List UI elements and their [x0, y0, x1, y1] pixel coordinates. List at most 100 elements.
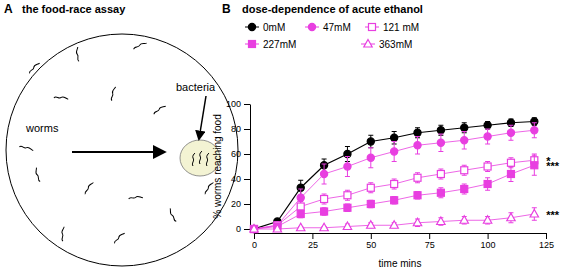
worm	[58, 227, 69, 241]
data-point	[507, 129, 514, 136]
series-line	[254, 122, 534, 230]
x-tick-mark	[312, 233, 313, 239]
error-bar	[485, 178, 490, 191]
worm	[114, 231, 125, 245]
error-bar	[532, 155, 537, 175]
worm	[19, 144, 33, 153]
error-bar	[438, 169, 443, 179]
y-tick: 40	[231, 174, 250, 184]
legend-marker	[364, 40, 372, 48]
y-axis-line	[250, 105, 251, 230]
x-tick: 0	[252, 233, 257, 250]
error-bar	[462, 184, 467, 194]
data-point	[530, 210, 538, 218]
y-tick: 0	[236, 224, 250, 234]
significance: ***	[546, 160, 560, 172]
data-point	[321, 196, 328, 203]
y-tick-label: 60	[231, 149, 241, 159]
worm	[29, 61, 40, 75]
x-tick-mark	[488, 233, 489, 239]
x-tick-mark	[371, 233, 372, 239]
y-tick-mark	[244, 229, 250, 230]
y-axis-title: % worms reaching food	[212, 114, 223, 219]
data-point	[297, 211, 304, 218]
data-point	[437, 127, 444, 134]
data-point	[507, 213, 515, 221]
legend-label: 0mM	[263, 22, 285, 33]
legend-entry: 0mM	[245, 22, 285, 33]
worm	[199, 151, 202, 164]
panel-title: the food-race assay	[22, 3, 126, 15]
series-line	[254, 160, 534, 229]
series	[251, 154, 538, 233]
worm	[128, 192, 142, 204]
data-point	[391, 134, 398, 141]
data-point	[367, 138, 374, 145]
worm	[109, 87, 118, 101]
data-point	[251, 226, 258, 233]
data-point	[531, 162, 538, 169]
legend-label: 121 mM	[383, 22, 419, 33]
y-tick-label: 40	[231, 174, 241, 184]
legend-label: 227mM	[263, 39, 296, 50]
worm	[154, 103, 166, 117]
worm	[133, 39, 146, 53]
x-tick-mark	[429, 233, 430, 239]
data-point	[413, 218, 421, 226]
series-line	[254, 165, 534, 229]
y-tick: 60	[231, 149, 250, 159]
legend-label: 363mM	[379, 39, 412, 50]
x-tick: 125	[539, 233, 554, 250]
x-tick-mark	[546, 233, 547, 239]
data-point	[250, 225, 258, 233]
data-point	[367, 201, 374, 208]
data-point	[414, 142, 421, 149]
x-tick-label: 0	[252, 240, 257, 250]
legend-entry: 363mM	[361, 39, 412, 50]
race-arrow	[72, 151, 164, 153]
data-point	[437, 139, 444, 146]
series-line	[254, 130, 534, 229]
data-point	[391, 181, 398, 188]
y-tick-label: 0	[236, 224, 241, 234]
panel-label: B	[222, 2, 231, 16]
error-bar	[508, 167, 513, 182]
series	[250, 123, 538, 233]
legend-marker	[369, 24, 376, 31]
y-tick-mark	[244, 154, 250, 155]
series	[251, 155, 538, 232]
legend: 0mM47mM121 mM227mM363mM	[245, 22, 419, 50]
data-point	[250, 225, 257, 232]
error-bar	[322, 194, 327, 204]
x-axis-line	[255, 233, 547, 234]
error-bar	[345, 190, 350, 200]
data-point	[414, 129, 421, 136]
data-point	[461, 124, 468, 131]
data-point	[390, 221, 398, 229]
x-tick: 100	[481, 233, 496, 250]
x-tick: 50	[366, 233, 376, 250]
worms-label: worms	[25, 122, 59, 134]
y-tick-mark	[244, 179, 250, 180]
y-tick-mark	[244, 129, 250, 130]
data-point	[321, 208, 328, 215]
data-point	[344, 204, 351, 211]
worm	[31, 168, 44, 182]
error-bar	[368, 183, 373, 193]
data-point	[367, 221, 375, 229]
x-tick-label: 50	[366, 240, 376, 250]
y-tick: 80	[231, 124, 250, 134]
data-point	[367, 184, 374, 191]
data-point	[297, 194, 304, 201]
worm	[192, 153, 195, 166]
worm	[85, 181, 94, 195]
figure: Athe food-race assaywormsbacteriaBdose-d…	[0, 0, 565, 275]
chart-title: dose-dependence of acute ethanol	[242, 3, 423, 15]
error-bar	[345, 204, 350, 212]
x-tick-label: 25	[308, 240, 318, 250]
x-tick-mark	[254, 233, 255, 239]
data-point	[391, 197, 398, 204]
data-point	[250, 225, 257, 232]
worm	[54, 93, 68, 104]
data-point	[343, 222, 351, 230]
